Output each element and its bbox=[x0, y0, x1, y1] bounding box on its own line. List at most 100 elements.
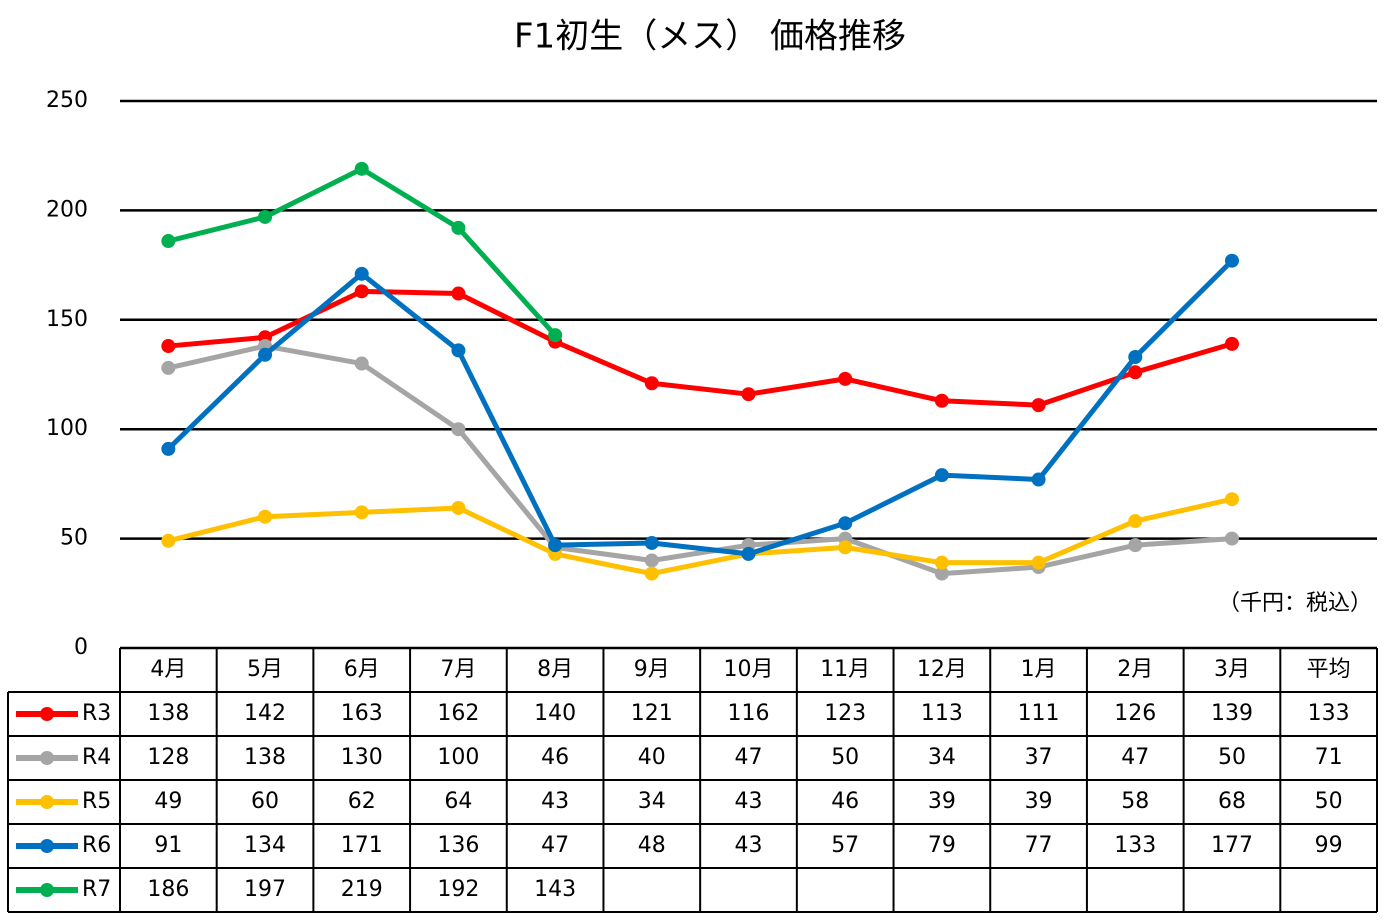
x-tick-label: 11月 bbox=[820, 657, 870, 682]
table-cell: 130 bbox=[341, 745, 383, 770]
table-cell: 136 bbox=[437, 833, 479, 858]
series-line bbox=[167, 496, 1233, 577]
x-tick-label: 8月 bbox=[537, 657, 573, 682]
data-point bbox=[644, 553, 659, 568]
table-cell: 43 bbox=[735, 789, 763, 814]
table-cell: 50 bbox=[831, 745, 859, 770]
table-cell: 47 bbox=[1121, 745, 1149, 770]
data-point bbox=[1224, 253, 1239, 268]
table-cell: 34 bbox=[638, 789, 666, 814]
data-point bbox=[354, 161, 369, 176]
table-cell: 48 bbox=[638, 833, 666, 858]
table-cell: 34 bbox=[928, 745, 956, 770]
y-tick-label: 200 bbox=[46, 197, 88, 222]
table-cell: 197 bbox=[244, 877, 286, 902]
table-cell: 142 bbox=[244, 701, 286, 726]
table-cell: 99 bbox=[1315, 833, 1343, 858]
table-cell: 91 bbox=[154, 833, 182, 858]
series-line bbox=[166, 258, 1234, 557]
x-tick-label: 4月 bbox=[150, 657, 186, 682]
data-point bbox=[644, 566, 659, 581]
y-tick-label: 250 bbox=[46, 88, 88, 113]
x-tick-label: 6月 bbox=[344, 657, 380, 682]
legend-label: R5 bbox=[82, 789, 111, 814]
legend-label: R4 bbox=[82, 745, 111, 770]
table-cell: 138 bbox=[244, 745, 286, 770]
x-tick-label: 9月 bbox=[634, 657, 670, 682]
data-point bbox=[1224, 492, 1239, 507]
table-cell: 134 bbox=[244, 833, 286, 858]
series-line bbox=[168, 288, 1233, 408]
data-point bbox=[451, 422, 466, 437]
data-point bbox=[1224, 336, 1239, 351]
table-cell: 47 bbox=[541, 833, 569, 858]
table-cell: 186 bbox=[147, 877, 189, 902]
y-tick-label: 100 bbox=[46, 416, 88, 441]
data-point bbox=[741, 546, 756, 561]
data-point bbox=[934, 555, 949, 570]
table-cell: 50 bbox=[1218, 745, 1246, 770]
data-point bbox=[838, 516, 853, 531]
data-point bbox=[1031, 398, 1046, 413]
data-point bbox=[1128, 365, 1143, 380]
data-point bbox=[1128, 514, 1143, 529]
legend-label: R3 bbox=[82, 701, 111, 726]
table-cell: 113 bbox=[921, 701, 963, 726]
data-point bbox=[1031, 555, 1046, 570]
x-tick-label: 7月 bbox=[440, 657, 476, 682]
data-point bbox=[258, 509, 273, 524]
table-cell: 100 bbox=[437, 745, 479, 770]
table-cell: 58 bbox=[1121, 789, 1149, 814]
data-point bbox=[451, 220, 466, 235]
data-point bbox=[741, 387, 756, 402]
table-cell: 177 bbox=[1211, 833, 1253, 858]
table-cell: 116 bbox=[728, 701, 770, 726]
x-tick-label: 12月 bbox=[917, 657, 967, 682]
table-cell: 163 bbox=[341, 701, 383, 726]
table-cell: 138 bbox=[147, 701, 189, 726]
legend-marker bbox=[40, 751, 54, 765]
data-point bbox=[934, 393, 949, 408]
x-tick-label: 3月 bbox=[1214, 657, 1250, 682]
x-tick-label: 5月 bbox=[247, 657, 283, 682]
data-point bbox=[258, 209, 273, 224]
data-point bbox=[1128, 349, 1143, 364]
data-point bbox=[934, 566, 949, 581]
table-cell: 50 bbox=[1315, 789, 1343, 814]
table-cell: 79 bbox=[928, 833, 956, 858]
table-cell: 49 bbox=[154, 789, 182, 814]
table-cell: 71 bbox=[1315, 745, 1343, 770]
y-tick-label: 50 bbox=[60, 526, 88, 551]
table-cell: 143 bbox=[534, 877, 576, 902]
legend-marker bbox=[40, 883, 54, 897]
data-point bbox=[1224, 531, 1239, 546]
table-cell: 57 bbox=[831, 833, 859, 858]
table-cell: 219 bbox=[341, 877, 383, 902]
table-cell: 47 bbox=[735, 745, 763, 770]
table-cell: 192 bbox=[437, 877, 479, 902]
data-point bbox=[354, 266, 369, 281]
legend-label: R7 bbox=[82, 877, 111, 902]
table-cell: 123 bbox=[824, 701, 866, 726]
table-cell: 64 bbox=[444, 789, 472, 814]
data-point bbox=[644, 376, 659, 391]
table-cell: 77 bbox=[1025, 833, 1053, 858]
table-cell: 162 bbox=[437, 701, 479, 726]
unit-note: （千円：税込） bbox=[1218, 591, 1372, 616]
table-cell: 46 bbox=[831, 789, 859, 814]
data-point bbox=[161, 533, 176, 548]
series-line bbox=[167, 343, 1233, 577]
data-point bbox=[451, 500, 466, 515]
table-cell: 39 bbox=[928, 789, 956, 814]
table-cell: 43 bbox=[541, 789, 569, 814]
data-point bbox=[258, 347, 273, 362]
table-cell: 62 bbox=[348, 789, 376, 814]
x-tick-label: 10月 bbox=[724, 657, 774, 682]
table-cell: 40 bbox=[638, 745, 666, 770]
data-point bbox=[354, 356, 369, 371]
data-point bbox=[548, 538, 563, 553]
table-cell: 37 bbox=[1025, 745, 1053, 770]
data-point bbox=[161, 441, 176, 456]
y-tick-label: 0 bbox=[74, 635, 88, 660]
